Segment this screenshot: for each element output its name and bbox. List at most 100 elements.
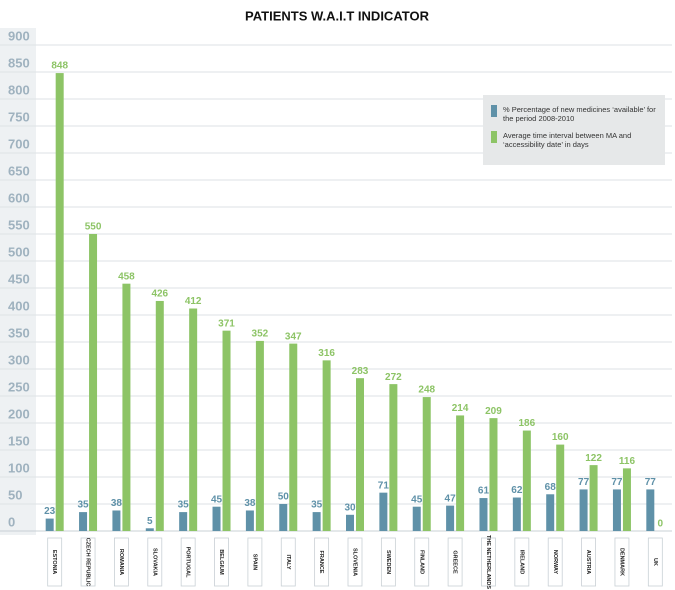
- x-label-box: [347, 537, 363, 587]
- y-tick-label: 50: [8, 487, 22, 502]
- y-tick-label: 700: [8, 136, 30, 151]
- value-label: 77: [645, 477, 657, 488]
- x-tick-label: FRANCE: [318, 551, 324, 574]
- value-label: 62: [511, 485, 523, 496]
- x-tick-label: THE NETHERLANDS: [485, 535, 491, 589]
- x-label-box: [647, 537, 663, 587]
- bar: [179, 512, 188, 531]
- value-label: 550: [85, 222, 102, 233]
- y-tick-label: 0: [8, 514, 15, 529]
- x-label-box: [80, 537, 96, 587]
- value-label: 209: [485, 406, 502, 417]
- bar: [89, 234, 98, 531]
- bar: [79, 512, 88, 531]
- bar: [446, 505, 455, 531]
- y-tick-label: 250: [8, 379, 30, 394]
- value-label: 71: [378, 480, 390, 491]
- value-label: 61: [478, 486, 490, 497]
- x-tick-label: CZECH REPUBLIC: [85, 538, 91, 587]
- x-label-box: [280, 537, 296, 587]
- x-label-box: [447, 537, 463, 587]
- x-tick-label: IRELAND: [518, 550, 524, 574]
- bar: [579, 489, 588, 531]
- bar: [612, 489, 621, 531]
- bar: [456, 415, 465, 531]
- bar: [646, 489, 655, 531]
- x-tick-label: GREECE: [452, 550, 458, 574]
- value-label: 412: [185, 296, 202, 307]
- y-tick-label: 450: [8, 271, 30, 286]
- x-label-box: [247, 537, 263, 587]
- bar: [212, 506, 221, 531]
- value-label: 77: [578, 477, 590, 488]
- bar: [412, 506, 421, 531]
- legend-swatch: [491, 131, 497, 143]
- value-label: 77: [611, 477, 623, 488]
- bar: [145, 528, 154, 531]
- value-label: 30: [344, 502, 356, 513]
- bar: [479, 498, 488, 531]
- x-tick-label: BELGIUM: [218, 549, 224, 575]
- bar: [389, 384, 398, 531]
- x-label-box: [214, 537, 229, 587]
- x-label-box: [147, 537, 163, 587]
- bar: [556, 444, 565, 531]
- value-label: 283: [352, 366, 369, 377]
- bar: [155, 300, 164, 531]
- value-label: 45: [211, 494, 223, 505]
- y-tick-label: 600: [8, 190, 30, 205]
- value-label: 50: [278, 492, 290, 503]
- x-label-box: [414, 537, 430, 587]
- y-tick-label: 500: [8, 244, 30, 259]
- y-tick-label: 800: [8, 82, 30, 97]
- bar: [622, 468, 631, 531]
- y-tick-label: 850: [8, 55, 30, 70]
- x-tick-label: SLOVAKIA: [151, 548, 157, 576]
- bar: [245, 510, 254, 531]
- legend-swatch: [491, 105, 497, 117]
- x-tick-label: DENMARK: [618, 548, 624, 576]
- y-tick-label: 150: [8, 433, 30, 448]
- x-tick-label: PORTUGAL: [185, 547, 191, 579]
- value-label: 0: [658, 519, 664, 530]
- bar: [522, 430, 531, 531]
- bar: [55, 73, 64, 531]
- bar: [546, 494, 555, 531]
- y-tick-label: 650: [8, 163, 30, 178]
- value-label: 45: [411, 494, 423, 505]
- x-tick-label: NORWAY: [552, 550, 558, 574]
- x-label-box: [547, 537, 563, 587]
- y-tick-label: 200: [8, 406, 30, 421]
- x-label-box: [114, 537, 129, 587]
- bar: [379, 492, 388, 531]
- legend-label: % Percentage of new medicines ‘available…: [503, 105, 656, 123]
- value-label: 35: [311, 500, 323, 511]
- value-label: 214: [452, 403, 469, 414]
- bar: [289, 343, 298, 531]
- value-label: 347: [285, 331, 302, 342]
- value-label: 848: [51, 61, 68, 72]
- bar: [255, 340, 264, 531]
- bar: [222, 330, 231, 531]
- legend-item: % Percentage of new medicines ‘available…: [491, 105, 659, 123]
- x-label-box: [581, 537, 596, 587]
- x-tick-label: ITALY: [285, 555, 291, 570]
- y-tick-label: 550: [8, 217, 30, 232]
- bar: [422, 397, 431, 531]
- bar: [189, 308, 198, 531]
- legend-item: Average time interval between MA and ‘ac…: [491, 131, 659, 149]
- x-tick-label: AUSTRIA: [585, 550, 591, 574]
- bar: [312, 512, 321, 531]
- value-label: 352: [252, 329, 269, 340]
- value-label: 160: [552, 432, 569, 443]
- bar: [489, 418, 498, 531]
- y-tick-label: 300: [8, 352, 30, 367]
- value-label: 458: [118, 271, 135, 282]
- x-tick-label: ESTONIA: [51, 550, 57, 574]
- x-tick-label: SLOVENIA: [352, 548, 358, 576]
- bar: [279, 504, 288, 531]
- value-label: 23: [44, 506, 56, 517]
- x-label-box: [481, 537, 496, 587]
